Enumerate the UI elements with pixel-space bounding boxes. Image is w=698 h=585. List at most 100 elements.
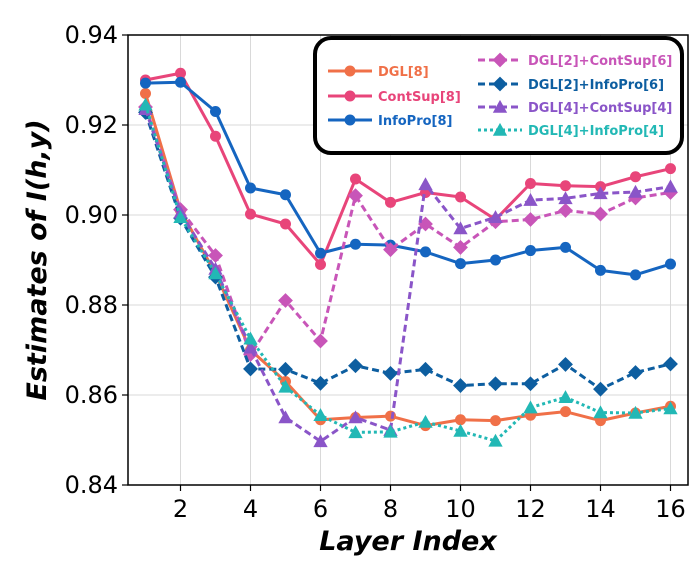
data-point — [523, 400, 538, 414]
y-tick-label: 0.84 — [65, 471, 118, 499]
data-point — [383, 424, 398, 438]
data-point — [175, 67, 186, 79]
legend-marker — [492, 52, 508, 68]
y-tick-label: 0.86 — [65, 381, 118, 409]
data-point — [593, 206, 608, 222]
data-point — [280, 218, 291, 230]
legend-label: DGL[4]+ContSup[4] — [528, 101, 672, 116]
data-point — [490, 415, 501, 427]
series-line — [145, 71, 671, 266]
x-tick-label: 12 — [515, 495, 546, 523]
data-point — [350, 238, 361, 250]
y-tick-label: 0.88 — [65, 291, 118, 319]
data-point — [628, 405, 643, 419]
data-point — [488, 433, 503, 447]
data-point — [663, 185, 678, 200]
data-point — [418, 177, 433, 191]
x-tick-label: 6 — [313, 495, 328, 523]
data-point — [455, 414, 466, 426]
data-point — [313, 333, 328, 349]
data-point — [663, 356, 678, 372]
data-point — [208, 248, 223, 263]
data-point — [280, 189, 291, 201]
y-tick-label: 0.92 — [65, 111, 118, 139]
legend-item: DGL[4]+ContSup[4] — [478, 99, 672, 116]
data-point — [558, 191, 573, 205]
series-line — [144, 111, 671, 391]
data-point — [490, 254, 501, 266]
legend: DGL[8] ContSup[8] InfoPro[8] DGL[2]+ContSup… — [313, 36, 684, 155]
data-point — [558, 203, 573, 218]
data-point — [315, 259, 326, 270]
data-point — [348, 410, 363, 424]
data-point — [630, 171, 641, 183]
x-tick-label: 8 — [383, 495, 398, 523]
x-tick-label: 2 — [173, 495, 188, 523]
data-point — [628, 365, 643, 380]
legend-item: DGL[2]+InfoPro[6] — [478, 76, 664, 93]
data-point — [560, 241, 571, 253]
data-point — [140, 77, 151, 89]
legend-label: DGL[2]+ContSup[6] — [528, 54, 672, 69]
data-point — [243, 331, 258, 345]
series-layer — [138, 67, 678, 448]
axis-ticks: 2 4 6 8 10 12 14 16 0.84 0.86 0.88 0.90 0.92 0.94 — [65, 21, 686, 523]
data-point — [488, 210, 503, 223]
data-point — [383, 242, 398, 258]
legend-label: DGL[2]+InfoPro[6] — [528, 78, 664, 93]
data-point — [453, 239, 468, 255]
data-point — [560, 180, 571, 192]
data-point — [628, 190, 643, 206]
legend-marker — [492, 76, 508, 92]
legend-item: DGL[8] — [328, 65, 429, 80]
series-6 — [138, 97, 678, 447]
legend-label: DGL[4]+InfoPro[4] — [528, 124, 664, 139]
data-point — [453, 378, 468, 393]
legend-box — [313, 36, 684, 155]
data-point — [523, 376, 538, 392]
legend-label: InfoPro[8] — [378, 114, 452, 129]
legend-item: DGL[4]+InfoPro[4] — [478, 122, 664, 139]
data-point — [210, 106, 221, 117]
legend-marker — [344, 65, 356, 77]
series-line — [145, 80, 671, 277]
data-point — [313, 375, 328, 391]
data-point — [593, 381, 608, 397]
legend-marker — [344, 90, 356, 102]
data-point — [245, 182, 256, 194]
data-point — [350, 173, 361, 185]
data-point — [523, 212, 538, 227]
legend-label: DGL[8] — [378, 65, 429, 80]
series-line — [144, 104, 671, 443]
data-point — [418, 361, 433, 377]
data-point — [558, 390, 573, 403]
y-tick-label: 0.90 — [65, 201, 118, 229]
data-point — [523, 193, 538, 206]
data-point — [453, 423, 468, 437]
legend-marker — [344, 114, 356, 126]
data-point — [630, 269, 641, 281]
data-point — [560, 406, 571, 418]
data-point — [278, 410, 293, 424]
legend-marker — [492, 122, 508, 136]
data-point — [525, 245, 536, 257]
data-point — [313, 408, 328, 421]
data-point — [278, 293, 293, 308]
data-point — [663, 401, 678, 415]
data-point — [278, 379, 293, 393]
data-point — [175, 76, 186, 88]
data-point — [173, 210, 188, 223]
legend-item: DGL[2]+ContSup[6] — [478, 52, 672, 69]
data-point — [208, 266, 223, 280]
y-axis-title: Estimates of I(h,y) — [22, 119, 53, 400]
data-point — [348, 358, 363, 374]
data-point — [665, 258, 676, 270]
data-point — [140, 88, 151, 99]
data-point — [593, 405, 608, 419]
data-point — [278, 361, 293, 377]
data-point — [383, 365, 398, 381]
data-point — [453, 221, 468, 235]
data-point — [245, 208, 256, 220]
legend-label: ContSup[8] — [378, 90, 461, 105]
